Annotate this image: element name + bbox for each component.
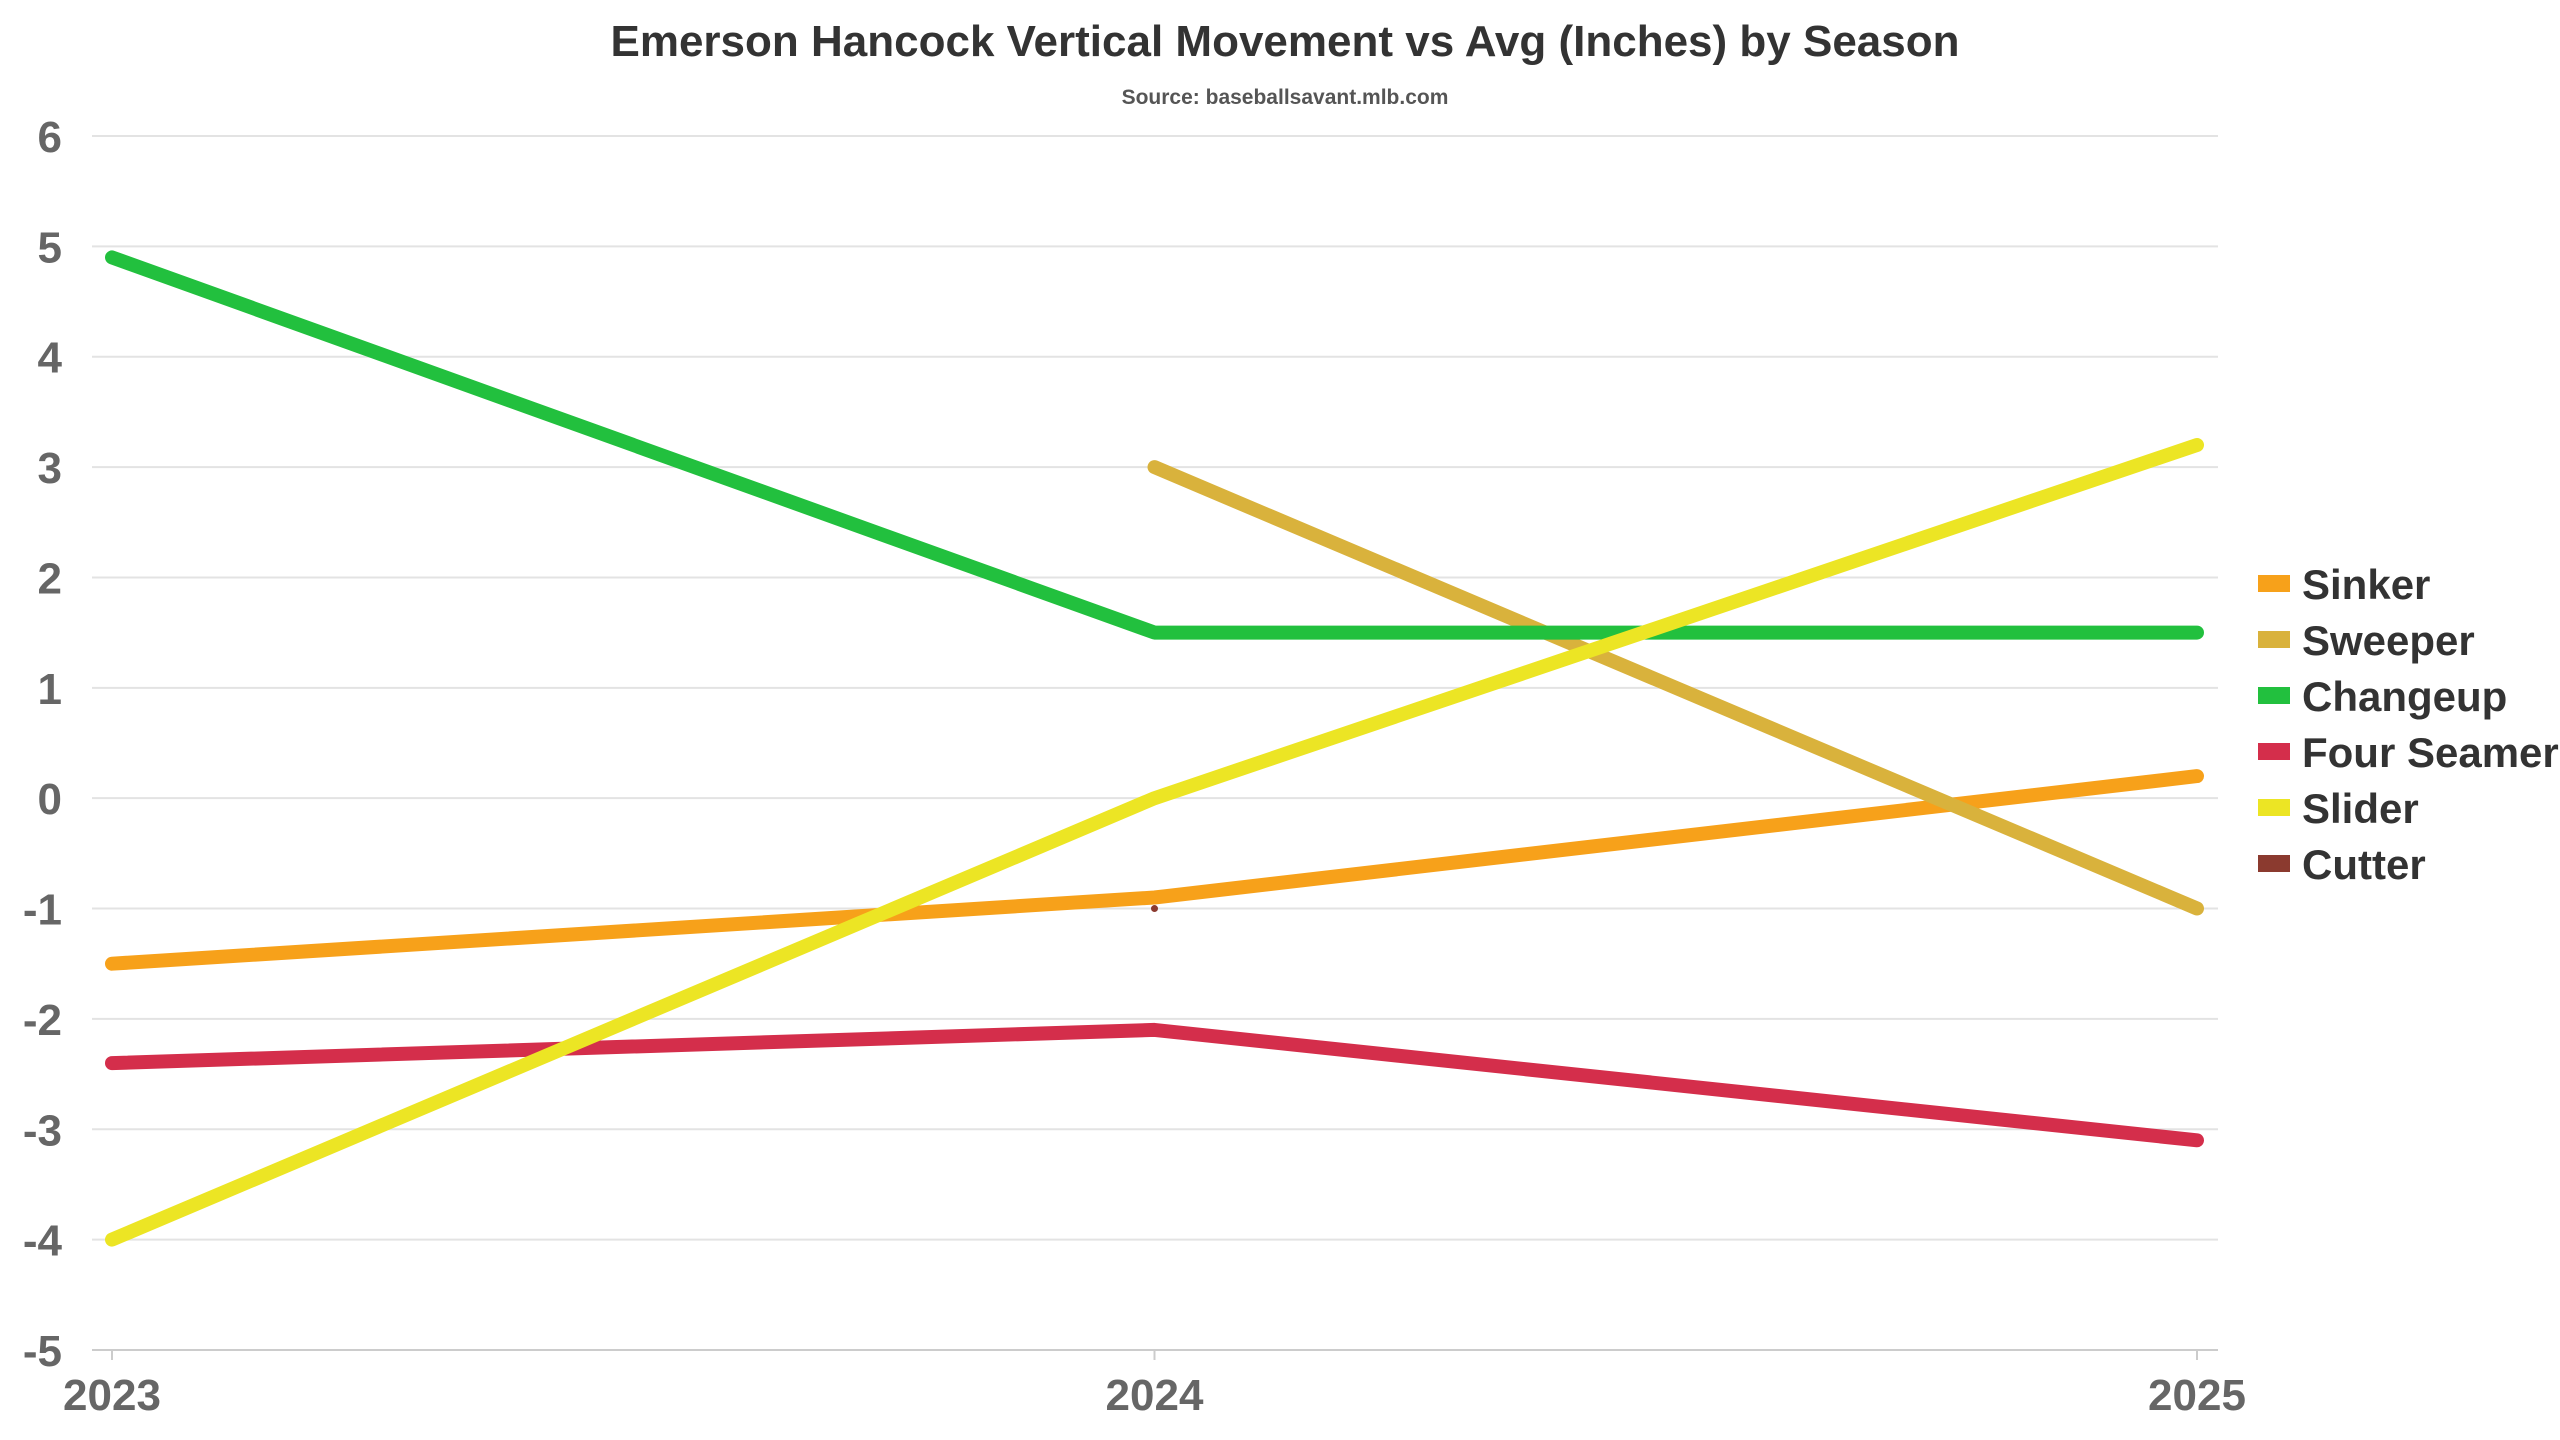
y-tick-label: 2 <box>38 554 62 603</box>
gridlines <box>92 135 2218 1241</box>
y-tick-label: -3 <box>23 1106 62 1155</box>
y-axis: 6 5 4 3 2 1 0 -1 -2 -3 -4 -5 <box>23 113 63 1376</box>
y-tick-label: 6 <box>38 113 62 162</box>
series-line-sweeper <box>1147 460 2204 916</box>
series-line-four-seamer <box>105 1022 2204 1148</box>
legend-label-sinker: Sinker <box>2302 561 2430 608</box>
legend-label-sweeper: Sweeper <box>2302 617 2475 664</box>
legend-label-changeup: Changeup <box>2302 673 2507 720</box>
legend-swatch-slider <box>2258 799 2290 816</box>
series-point-cutter <box>1151 905 1158 913</box>
y-tick-label: 0 <box>38 775 62 824</box>
legend: Sinker Sweeper Changeup Four Seamer Slider Cu… <box>2258 561 2559 888</box>
y-tick-label: -1 <box>23 886 62 935</box>
series-line-changeup <box>105 250 2204 640</box>
series-lines <box>105 250 2204 1247</box>
legend-label-four-seamer: Four Seamer <box>2302 729 2559 776</box>
y-tick-label: -2 <box>23 996 62 1045</box>
y-tick-label: 1 <box>38 665 62 714</box>
y-tick-label: 5 <box>38 223 62 272</box>
y-tick-label: 3 <box>38 444 62 493</box>
y-tick-label: -5 <box>23 1327 62 1376</box>
x-tick-label: 2023 <box>63 1371 161 1420</box>
x-tick-label: 2024 <box>1106 1371 1204 1420</box>
series-line-slider <box>105 438 2204 1247</box>
y-tick-label: -4 <box>23 1217 63 1266</box>
chart-title: Emerson Hancock Vertical Movement vs Avg… <box>610 17 1959 66</box>
chart-subtitle: Source: baseballsavant.mlb.com <box>1122 86 1449 109</box>
legend-swatch-changeup <box>2258 687 2290 704</box>
y-tick-label: 4 <box>38 334 63 383</box>
series-line-sinker <box>105 769 2204 971</box>
x-axis: 2023 2024 2025 <box>63 1349 2246 1420</box>
legend-label-cutter: Cutter <box>2302 841 2426 888</box>
legend-swatch-cutter <box>2258 855 2290 872</box>
legend-swatch-four-seamer <box>2258 743 2290 760</box>
x-tick-label: 2025 <box>2148 1371 2246 1420</box>
legend-swatch-sinker <box>2258 575 2290 592</box>
legend-swatch-sweeper <box>2258 631 2290 648</box>
legend-label-slider: Slider <box>2302 785 2419 832</box>
